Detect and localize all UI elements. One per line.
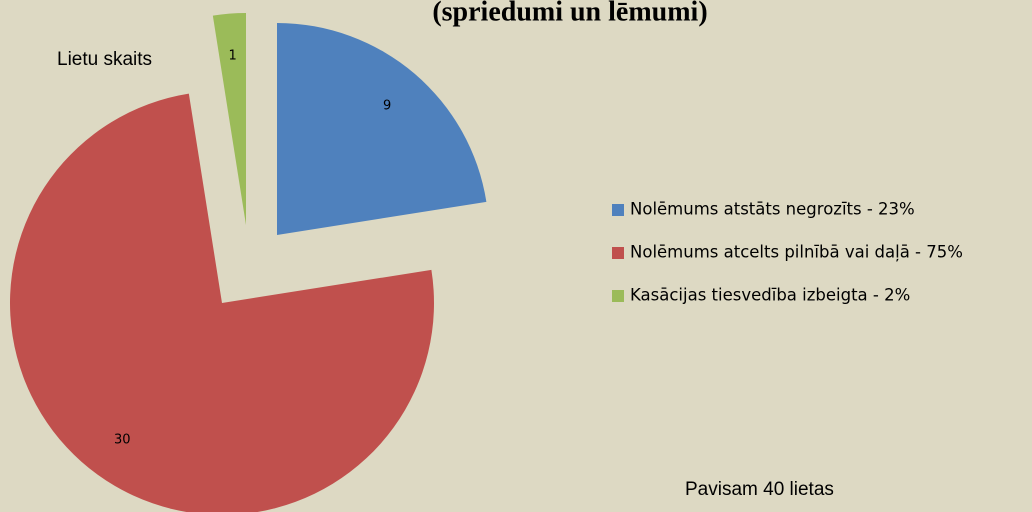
legend-label: Nolēmums atcelts pilnībā vai daļā - 75% (630, 243, 963, 262)
legend-label: Nolēmums atstāts negrozīts - 23% (630, 200, 915, 219)
annotation: Pavisam 40 lietas (685, 479, 834, 500)
data-label: 1 (229, 48, 237, 63)
legend-label: Kasācijas tiesvedība izbeigta - 2% (630, 286, 910, 305)
chart-title: (spriedumi un lēmumi) (432, 0, 707, 27)
legend-swatch (612, 290, 624, 302)
data-label: 9 (383, 99, 391, 114)
data-label: 30 (114, 433, 131, 448)
legend-swatch (612, 247, 624, 259)
subtitle: Lietu skaits (57, 49, 152, 70)
pie-slice (277, 23, 487, 235)
pie-slice (10, 93, 434, 512)
legend-swatch (612, 204, 624, 216)
pie-slice (212, 13, 246, 225)
